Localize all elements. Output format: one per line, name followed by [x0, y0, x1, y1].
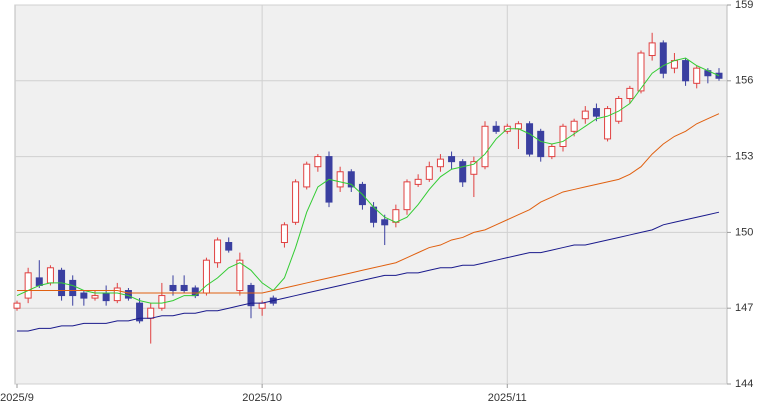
y-tick-label: 147 — [735, 302, 753, 314]
candle-body — [202, 259, 210, 294]
candle-body — [592, 108, 600, 117]
candle-body — [214, 239, 222, 264]
y-tick-label: 153 — [735, 151, 753, 163]
x-tick-label: 2025/10 — [242, 392, 282, 404]
moving-average-line — [17, 211, 720, 332]
candle-body — [124, 290, 132, 299]
candle-body — [470, 161, 478, 175]
candle-body — [581, 110, 589, 120]
candle-body — [236, 259, 244, 292]
candle-body — [147, 307, 155, 319]
candle-body — [102, 292, 110, 302]
y-tick-label: 159 — [735, 0, 753, 11]
candle-body — [403, 181, 411, 211]
candle-body — [13, 302, 21, 309]
candle-body — [514, 123, 522, 130]
candle-body — [169, 284, 177, 292]
candle-body — [280, 224, 288, 244]
candle-body — [35, 277, 43, 286]
candle-body — [24, 272, 32, 299]
candle-body — [225, 242, 233, 251]
candle-body — [392, 209, 400, 223]
candle-body — [69, 279, 77, 297]
candle-body — [381, 219, 389, 226]
candle-body — [347, 171, 355, 188]
y-tick-label: 150 — [735, 226, 753, 238]
candle-body — [303, 163, 311, 188]
candle-body — [537, 130, 545, 158]
candle-body — [448, 156, 456, 163]
candle-body — [436, 158, 444, 168]
y-tick-label: 156 — [735, 75, 753, 87]
candle-body — [526, 123, 534, 155]
candle-body — [693, 67, 701, 84]
candle-body — [113, 287, 121, 302]
candle-body — [180, 284, 188, 292]
candle-body — [314, 156, 322, 168]
candle-body — [191, 287, 199, 297]
candle-body — [91, 295, 99, 299]
candle-body — [559, 125, 567, 147]
candle-body — [459, 161, 467, 183]
candle-body — [136, 302, 144, 322]
y-tick-label: 144 — [735, 378, 753, 390]
candle-body — [258, 302, 266, 309]
candle-body — [615, 97, 623, 122]
candle-body — [570, 120, 578, 132]
candle-body — [637, 52, 645, 92]
candle-body — [481, 125, 489, 168]
candle-body — [292, 181, 300, 223]
candle-body — [425, 166, 433, 180]
candle-body — [247, 284, 255, 307]
candle-body — [336, 171, 344, 188]
moving-average-line — [16, 57, 720, 304]
candle-body — [158, 295, 166, 309]
candle-body — [648, 42, 656, 57]
moving-average-line — [17, 113, 720, 294]
candle-body — [626, 87, 634, 99]
candle-body — [659, 42, 667, 74]
plot-area — [14, 4, 728, 385]
candle-body — [548, 145, 556, 158]
candle-body — [682, 60, 690, 82]
candle-body — [414, 178, 422, 185]
candle-body — [46, 267, 54, 284]
candle-body — [80, 292, 88, 299]
x-tick-label: 2025/9 — [0, 392, 34, 404]
x-tick-label: 2025/11 — [488, 392, 527, 404]
candle-body — [492, 125, 500, 132]
candle-body — [604, 108, 612, 140]
